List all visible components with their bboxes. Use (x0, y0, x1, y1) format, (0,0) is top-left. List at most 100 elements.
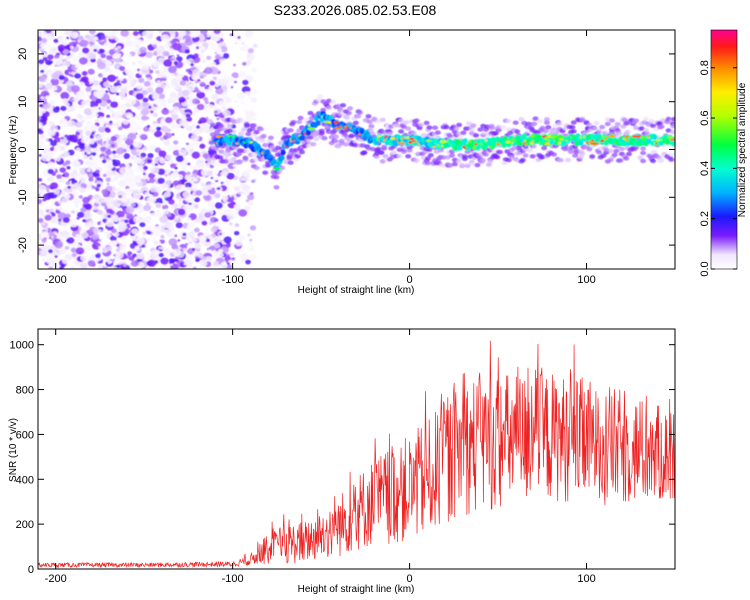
spectrogram-noise-blob (238, 235, 245, 241)
spectrogram-noise-blob (38, 59, 44, 65)
spectrogram-noise-blob (126, 213, 134, 220)
spectrogram-noise-blob (110, 96, 118, 102)
spectrogram-noise-blob (91, 152, 97, 156)
spectrogram-noise-blob (100, 35, 106, 40)
spectrogram-noise-blob (60, 91, 70, 100)
spectrogram-halo-blob (611, 152, 618, 157)
spectrogram-noise-blob (140, 152, 147, 158)
spectrogram-halo-blob (512, 120, 519, 125)
spectrogram-noise-blob (135, 245, 138, 249)
spectrogram-noise-blob (66, 166, 71, 170)
spectrogram-noise-blob (86, 185, 93, 191)
spectrogram-noise-blob (95, 169, 100, 174)
spectrogram-noise-blob (71, 71, 76, 76)
spectrogram-noise-blob (94, 119, 100, 124)
spectrogram-noise-blob (60, 105, 67, 112)
spectrogram-noise-blob (218, 232, 222, 236)
spectrogram-halo-blob (426, 125, 433, 130)
spectrogram-noise-blob (186, 237, 193, 243)
spectrogram-noise-blob (52, 128, 58, 133)
spectrogram-noise-blob (148, 105, 152, 109)
spectrogram-noise-blob (142, 231, 147, 236)
spectrogram-noise-blob (164, 229, 169, 233)
spectrogram-noise-blob (202, 42, 209, 48)
spectrogram-noise-blob (106, 170, 114, 177)
spectrogram-noise-blob (196, 91, 206, 99)
spectrogram-noise-blob (100, 53, 106, 59)
spectrogram-noise-blob (242, 62, 247, 66)
spectrogram-noise-blob (121, 88, 128, 94)
spectrogram-noise-blob (135, 115, 142, 120)
spectrogram-noise-blob (197, 162, 206, 169)
spectrogram-noise-blob (78, 57, 88, 65)
spectrogram-noise-blob (153, 130, 163, 138)
spectrogram-halo-blob (296, 119, 303, 125)
spectrogram-noise-blob (123, 263, 127, 267)
spectrogram-halo-blob (461, 156, 468, 161)
spectrogram-halo-blob (398, 118, 405, 124)
spectrogram-halo-blob (317, 94, 324, 99)
spectrogram-noise-blob (131, 185, 136, 189)
spectrogram-noise-blob (93, 194, 99, 198)
spectrogram-halo-blob (216, 155, 223, 160)
spectrogram-noise-blob (74, 265, 82, 269)
spectrogram-noise-blob (116, 45, 122, 50)
spectrogram-noise-blob (85, 130, 92, 136)
spectrogram-noise-blob (182, 232, 187, 237)
spectrogram-noise-blob (204, 67, 213, 75)
spectrogram-halo-blob (543, 117, 550, 122)
spectrogram-halo-blob (378, 150, 385, 155)
spectrogram-noise-blob (80, 207, 87, 213)
spectrogram-noise-blob (131, 188, 141, 197)
spectrogram-noise-blob (229, 229, 233, 232)
spectrogram-noise-blob (117, 224, 127, 232)
spectrogram-noise-blob (239, 252, 249, 260)
spectrogram-noise-blob (245, 168, 251, 174)
spectrogram-halo-blob (290, 120, 297, 125)
spectrogram-noise-blob (58, 247, 67, 255)
spectrogram-noise-blob (141, 115, 148, 121)
spectrogram-noise-blob (43, 193, 52, 201)
spectrogram-halo-blob (650, 123, 657, 128)
y-tick-label: 600 (16, 429, 34, 441)
spectrogram-noise-blob (172, 180, 180, 186)
spectrogram-noise-blob (200, 124, 210, 132)
spectrogram-noise-blob (38, 75, 47, 83)
spectrogram-noise-blob (133, 140, 143, 149)
spectrogram-noise-blob (152, 238, 157, 242)
spectrogram-noise-blob (102, 228, 108, 232)
spectrogram-noise-blob (205, 256, 213, 263)
spectrogram-noise-blob (172, 56, 175, 59)
spectrogram-halo-blob (495, 125, 502, 130)
spectrogram-noise-blob (146, 260, 153, 266)
spectrogram-halo-blob (459, 163, 465, 168)
spectrogram-noise-blob (155, 203, 162, 209)
spectrogram-noise-blob (126, 113, 133, 119)
spectrogram-noise-blob (53, 146, 59, 152)
spectrogram-halo-blob (443, 124, 450, 130)
spectrogram-noise-blob (226, 84, 232, 89)
spectrogram-halo-blob (449, 153, 455, 158)
spectrogram-noise-blob (59, 132, 66, 138)
spectrogram-ridge-blob (652, 134, 658, 140)
spectrogram-halo-blob (536, 118, 543, 124)
spectrogram-halo-blob (589, 154, 596, 159)
spectrogram-noise-blob (243, 108, 253, 117)
spectrogram-halo-blob (570, 129, 577, 134)
spectrogram-noise-blob (168, 95, 178, 104)
spectrogram-noise-blob (72, 190, 79, 196)
spectrogram-noise-blob (123, 153, 130, 159)
spectrogram-noise-blob (48, 99, 56, 106)
spectrogram-noise-blob (62, 49, 70, 55)
spectrogram-noise-blob (43, 102, 52, 109)
spectrogram-noise-blob (138, 164, 144, 170)
spectrogram-noise-blob (109, 109, 114, 113)
spectrogram-noise-blob (152, 93, 160, 99)
spectrogram-noise-blob (74, 73, 82, 79)
spectrogram-noise-blob (244, 205, 251, 211)
spectrogram-noise-blob (189, 188, 194, 192)
spectrogram-noise-blob (40, 69, 45, 73)
spectrogram-halo-blob (368, 127, 375, 133)
spectrogram-noise-blob (88, 173, 94, 178)
